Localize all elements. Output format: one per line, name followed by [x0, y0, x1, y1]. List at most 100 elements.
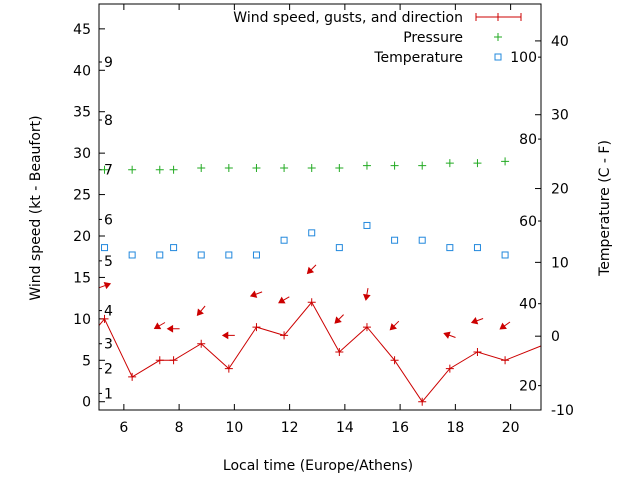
beaufort-tick-label: 2 — [104, 362, 113, 378]
fahrenheit-tick-label: 20 — [519, 379, 537, 395]
legend-line-ticks — [475, 13, 522, 21]
temperature-point — [197, 251, 205, 259]
y-tick-label: 35 — [73, 105, 91, 121]
wind-direction-arrow — [363, 288, 371, 301]
pressure-point — [100, 165, 109, 174]
wind-direction-arrow — [153, 322, 166, 330]
y2-tick-label: 0 — [551, 329, 560, 345]
pressure-point — [128, 165, 137, 174]
legend: Wind speed, gusts, and direction Pressure… — [233, 10, 522, 66]
y2-tick-label: -10 — [551, 403, 574, 419]
beaufort-tick-label: 1 — [104, 386, 113, 402]
beaufort-tick-label: 3 — [104, 337, 113, 353]
pressure-point — [224, 164, 233, 173]
pressure-point — [445, 159, 454, 168]
temperature-point — [252, 251, 260, 259]
x-tick-label: 10 — [225, 420, 243, 436]
wind-speed-point — [362, 323, 371, 332]
pressure-point — [390, 161, 399, 170]
wind-speed-point — [307, 298, 316, 307]
temperature-point — [280, 236, 288, 244]
pressure-point — [252, 164, 261, 173]
temperature-point — [128, 251, 136, 259]
y2-axis-label: Temperature (C - F) — [597, 140, 613, 277]
wind-speed-point — [390, 356, 399, 365]
fahrenheit-tick-label: 40 — [519, 297, 537, 313]
wind-speed-point — [280, 331, 289, 340]
beaufort-tick-label: 7 — [104, 163, 113, 179]
y-tick-label: 40 — [73, 63, 91, 79]
legend-plus-sample — [494, 33, 502, 41]
temperature-point — [391, 236, 399, 244]
x-tick-label: 12 — [281, 420, 299, 436]
wind-speed-point — [473, 348, 482, 356]
pressure-point — [473, 159, 482, 168]
temperature-point — [101, 244, 109, 252]
x-tick-label: 18 — [446, 420, 464, 436]
wind-speed-point — [128, 372, 137, 381]
wind-direction-arrow — [249, 290, 263, 298]
wind-speed-point — [501, 356, 510, 365]
fahrenheit-tick-label: 80 — [519, 132, 537, 148]
wind-speed-point — [418, 397, 427, 406]
wind-direction-arrow — [389, 320, 400, 331]
temperature-point — [446, 244, 454, 252]
pressure-point — [335, 164, 344, 173]
y-tick-label: 15 — [73, 270, 91, 286]
y-tick-label: 30 — [73, 146, 91, 162]
wind-speed-point — [100, 314, 109, 323]
pressure-point — [501, 157, 510, 166]
fahrenheit-tick-label: 100 — [510, 50, 537, 66]
y-tick-label: 20 — [73, 229, 91, 245]
plot-frame — [98, 3, 542, 411]
wind-speed-point — [224, 364, 233, 373]
y-axis-label: Wind speed (kt - Beaufort) — [28, 115, 44, 300]
wind-speed-point — [197, 339, 206, 348]
legend-square-sample — [494, 53, 502, 61]
x-tick-label: 20 — [502, 420, 520, 436]
wind-direction-arrow — [499, 321, 511, 330]
wind-direction-arrow — [470, 316, 484, 325]
beaufort-tick-label: 8 — [104, 113, 113, 129]
wind-direction-arrow — [334, 314, 344, 324]
y-tick-label: 10 — [73, 312, 91, 328]
wind-direction-arrow — [196, 305, 206, 316]
tick-labels: 6 8 10 12 14 16 18 20051015202530354045-1001020… — [73, 22, 574, 436]
temperature-point — [170, 244, 178, 252]
temperature-point — [156, 251, 164, 259]
beaufort-tick-label: 5 — [104, 254, 113, 270]
beaufort-tick-label: 9 — [104, 55, 113, 71]
x-axis-label: Local time (Europe/Athens) — [223, 458, 413, 474]
pressure-point — [362, 161, 371, 170]
wind-direction-arrow — [221, 331, 235, 340]
legend-label: Pressure — [403, 30, 463, 46]
wind-speed-point — [335, 348, 344, 356]
fahrenheit-tick-label: 60 — [519, 214, 537, 230]
temperature-point — [418, 236, 426, 244]
temperature-point — [335, 244, 343, 252]
wind-speed-point — [252, 323, 261, 332]
y-tick-label: 5 — [82, 353, 91, 369]
wind-speed-point — [169, 356, 178, 365]
x-tick-label: 8 — [175, 420, 184, 436]
x-tick-label: 14 — [336, 420, 354, 436]
temperature-point — [473, 244, 481, 252]
temperature-point — [308, 229, 316, 237]
y2-tick-label: 30 — [551, 108, 569, 124]
pressure-point — [280, 164, 289, 173]
y-tick-label: 45 — [73, 22, 91, 38]
wind-direction-arrow — [306, 264, 317, 275]
x-tick-label: 6 — [119, 420, 128, 436]
wind-direction-arrow — [443, 331, 456, 339]
temperature-point — [363, 221, 371, 229]
x-tick-label: 16 — [391, 420, 409, 436]
y-tick-label: 25 — [73, 188, 91, 204]
beaufort-tick-label: 4 — [104, 304, 113, 320]
pressure-point — [169, 165, 178, 174]
pressure-point — [307, 164, 316, 173]
wind-direction-arrow — [278, 296, 290, 304]
temperature-point — [501, 251, 509, 259]
wind-speed-line — [99, 301, 541, 403]
legend-label: Temperature — [373, 50, 463, 66]
